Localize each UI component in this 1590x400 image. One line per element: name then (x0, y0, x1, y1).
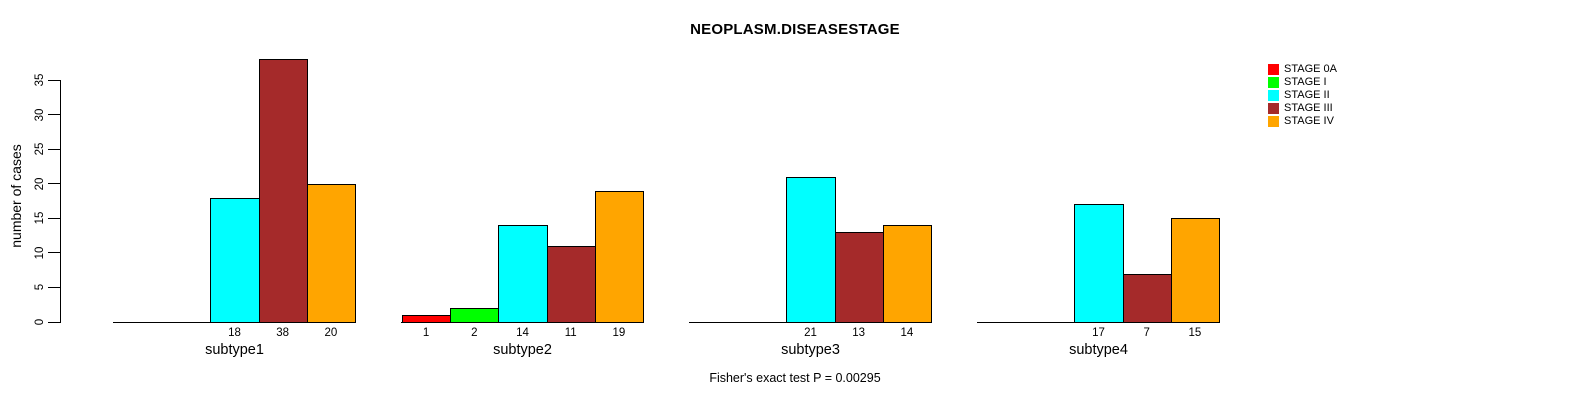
bar (1170, 218, 1220, 323)
legend-item: STAGE IV (1268, 115, 1337, 128)
category-label: subtype4 (1069, 342, 1128, 358)
legend-color-swatch (1268, 103, 1279, 114)
bar-value-label: 2 (471, 327, 478, 339)
category-label: subtype1 (205, 342, 264, 358)
legend-label: STAGE I (1284, 76, 1327, 88)
legend-label: STAGE III (1284, 102, 1333, 114)
legend-item: STAGE III (1268, 102, 1337, 115)
y-tick-label: 10 (34, 246, 46, 260)
legend-color-swatch (1268, 90, 1279, 101)
y-tick-mark (48, 183, 60, 185)
y-tick-mark (48, 286, 60, 288)
bar-value-label: 20 (324, 327, 338, 339)
bar-value-label: 7 (1143, 327, 1150, 339)
y-tick-label: 20 (34, 177, 46, 191)
bar (834, 232, 884, 323)
bar (1074, 204, 1124, 323)
legend-label: STAGE II (1284, 89, 1330, 101)
bar-value-label: 1 (422, 327, 430, 339)
bar (450, 308, 500, 323)
bar (594, 190, 644, 323)
bar-value-label: 19 (612, 327, 626, 339)
bar-value-label: 14 (516, 327, 529, 339)
y-axis-label: number of cases (8, 144, 24, 248)
y-axis-line (60, 80, 61, 323)
bar-value-label: 17 (1092, 327, 1105, 339)
y-tick-label: 25 (34, 142, 46, 156)
bar (882, 225, 932, 323)
stat-test-note: Fisher's exact test P = 0.00295 (709, 371, 881, 385)
bar (306, 183, 356, 323)
bar-value-label: 38 (276, 327, 290, 339)
bar (1122, 273, 1172, 323)
bar (210, 197, 260, 323)
bar-value-label: 18 (228, 327, 241, 339)
bar (402, 315, 452, 323)
legend-item: STAGE 0A (1268, 63, 1337, 76)
legend-color-swatch (1268, 77, 1279, 88)
y-tick-mark (48, 79, 60, 81)
y-tick-mark (48, 252, 60, 254)
bar-value-label: 11 (564, 327, 577, 339)
legend-item: STAGE I (1268, 76, 1337, 89)
bar-value-label: 14 (900, 327, 914, 339)
bar-value-label: 21 (804, 327, 817, 339)
chart-title: NEOPLASM.DISEASESTAGE (690, 21, 900, 38)
legend-label: STAGE IV (1284, 115, 1334, 127)
legend: STAGE 0A STAGE I STAGE II STAGE III STAGE IV (1268, 63, 1337, 128)
category-label: subtype3 (781, 342, 840, 358)
y-tick-mark (48, 114, 60, 116)
legend-color-swatch (1268, 116, 1279, 127)
legend-color-swatch (1268, 64, 1279, 75)
category-label: subtype2 (493, 342, 552, 358)
bar (258, 59, 308, 323)
y-tick-label: 35 (34, 73, 46, 87)
legend-label: STAGE 0A (1284, 63, 1337, 75)
bar (546, 245, 596, 323)
y-tick-mark (48, 321, 60, 323)
y-tick-label: 15 (34, 211, 46, 225)
bar (786, 176, 836, 323)
bar-value-label: 15 (1188, 327, 1202, 339)
y-tick-label: 0 (34, 318, 46, 326)
bar (498, 225, 548, 323)
y-tick-mark (48, 148, 60, 150)
y-tick-mark (48, 217, 60, 219)
y-tick-label: 30 (34, 108, 46, 121)
y-tick-label: 5 (34, 284, 46, 291)
bar-value-label: 13 (852, 327, 866, 339)
legend-item: STAGE II (1268, 89, 1337, 102)
